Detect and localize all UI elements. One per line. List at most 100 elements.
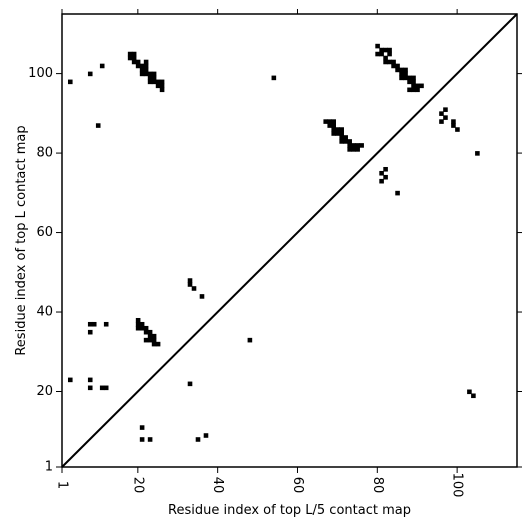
x-tick-label: 60 [290, 477, 305, 494]
contact-point [347, 143, 352, 148]
contact-point [139, 321, 145, 327]
contact-point [147, 71, 153, 77]
contact-point [407, 75, 412, 81]
y-axis: 1 20 40 60 80 100 [28, 66, 522, 475]
contact-point [359, 143, 364, 148]
contact-point [331, 127, 336, 132]
contact-point [455, 127, 460, 132]
contact-point [403, 67, 408, 73]
contact-point [379, 51, 384, 57]
contact-point [87, 329, 93, 335]
plot-frame [61, 13, 518, 468]
contact-point [199, 294, 205, 299]
contact-point [379, 178, 384, 184]
contact-point [343, 135, 348, 140]
contact-point [331, 131, 336, 136]
contact-point [375, 51, 380, 57]
contact-point [415, 87, 420, 93]
contact-point [383, 174, 388, 180]
x-tick-label: 100 [450, 473, 465, 498]
contact-point [139, 67, 145, 73]
contact-point [139, 63, 145, 69]
contact-point [271, 75, 277, 81]
x-axis-title: Residue index of top L/5 contact map [168, 503, 411, 518]
contact-point [471, 393, 476, 399]
contact-point [87, 71, 93, 77]
contact-point [187, 381, 193, 387]
contact-point [451, 123, 456, 128]
contact-point [155, 341, 161, 347]
contact-point [411, 83, 416, 89]
contact-point [383, 59, 388, 65]
contact-point [151, 333, 157, 339]
contact-point [143, 329, 149, 335]
contact-point [339, 127, 344, 132]
contact-point [203, 433, 209, 438]
contact-point [139, 325, 145, 331]
contact-point [127, 51, 133, 57]
contact-point [411, 75, 416, 81]
contact-point [395, 190, 400, 196]
contact-point [375, 43, 380, 49]
contact-point [351, 147, 356, 152]
contact-point [135, 321, 141, 327]
contact-point [383, 166, 388, 172]
contact-point [419, 83, 424, 89]
y-tick-label: 60 [36, 225, 53, 240]
contact-point [339, 135, 344, 140]
contact-point [347, 139, 352, 144]
contact-point [151, 337, 157, 343]
contact-point [339, 139, 344, 144]
contact-point [439, 119, 444, 124]
contact-point [131, 59, 137, 65]
contact-point [99, 385, 105, 391]
contact-point [139, 71, 145, 77]
contact-point [467, 389, 472, 395]
contact-point [411, 87, 416, 93]
contact-point [87, 321, 93, 327]
contact-point [159, 79, 165, 85]
contact-point [347, 147, 352, 152]
x-tick-label: 20 [130, 477, 145, 494]
contact-point [327, 119, 333, 124]
x-tick-label: 80 [370, 477, 385, 494]
contact-point [331, 119, 336, 124]
contact-point [335, 127, 340, 132]
contact-point [403, 75, 408, 81]
contact-point [351, 143, 356, 148]
contact-point [147, 333, 153, 339]
contact-point [67, 79, 73, 85]
contact-point [143, 59, 149, 65]
contact-point [87, 377, 93, 383]
contact-point [151, 341, 157, 347]
y-tick-label: 40 [36, 305, 53, 320]
contact-point [387, 59, 392, 65]
contact-point [335, 131, 340, 136]
contact-point [95, 123, 101, 128]
contact-point [143, 67, 149, 73]
contact-point [383, 55, 388, 61]
contact-point [339, 131, 344, 136]
contact-point [155, 79, 161, 85]
contact-point [159, 87, 165, 93]
contact-point [443, 115, 448, 120]
contact-point [439, 111, 444, 116]
contact-point [391, 59, 396, 65]
contact-point [411, 79, 416, 85]
contact-point [187, 282, 193, 287]
contact-point [399, 67, 404, 73]
contact-point [135, 325, 141, 331]
contact-point [383, 47, 388, 53]
contact-point [387, 47, 392, 53]
y-tick-label: 100 [28, 66, 53, 81]
contact-point [407, 87, 412, 93]
contact-point [395, 63, 400, 69]
contact-point [147, 329, 153, 335]
contact-point [135, 317, 141, 323]
contact-point [151, 75, 157, 81]
contact-point [103, 321, 109, 327]
contact-point [379, 47, 384, 53]
contact-point [415, 83, 420, 89]
contact-point [135, 63, 141, 69]
